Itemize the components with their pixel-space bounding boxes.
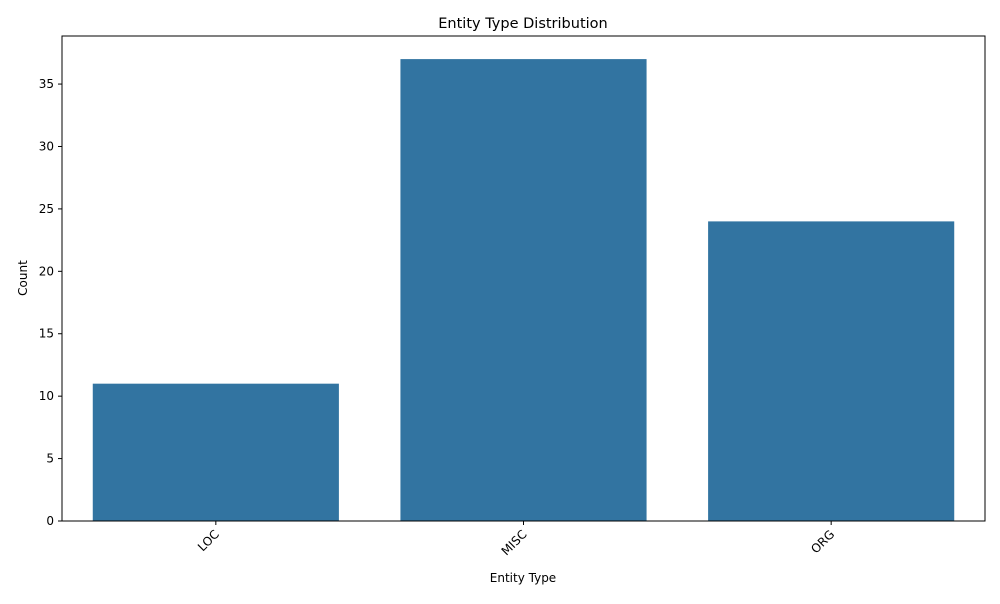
y-axis-label: Count xyxy=(16,260,30,296)
y-tick-label: 10 xyxy=(39,389,54,403)
y-tick-label: 25 xyxy=(39,202,54,216)
x-tick-label-org: ORG xyxy=(808,527,837,556)
bar-org xyxy=(708,221,955,521)
chart-title: Entity Type Distribution xyxy=(438,16,607,32)
y-tick-label: 35 xyxy=(39,77,54,91)
x-axis-label: Entity Type xyxy=(490,571,556,585)
x-axis-ticks: LOC MISC ORG xyxy=(195,521,837,558)
y-tick-label: 5 xyxy=(46,452,54,466)
bar-misc xyxy=(400,59,647,521)
y-tick-label: 20 xyxy=(39,264,54,278)
x-tick-label-loc: LOC xyxy=(195,527,222,554)
y-axis-ticks: 0 5 10 15 20 25 30 35 xyxy=(39,77,62,528)
y-tick-label: 0 xyxy=(46,514,54,528)
plot-frame xyxy=(61,35,986,522)
y-tick-label: 30 xyxy=(39,139,54,153)
y-tick-label: 15 xyxy=(39,327,54,341)
bar-loc xyxy=(92,383,339,521)
x-tick-label-misc: MISC xyxy=(499,527,530,558)
bars-group xyxy=(92,59,955,521)
